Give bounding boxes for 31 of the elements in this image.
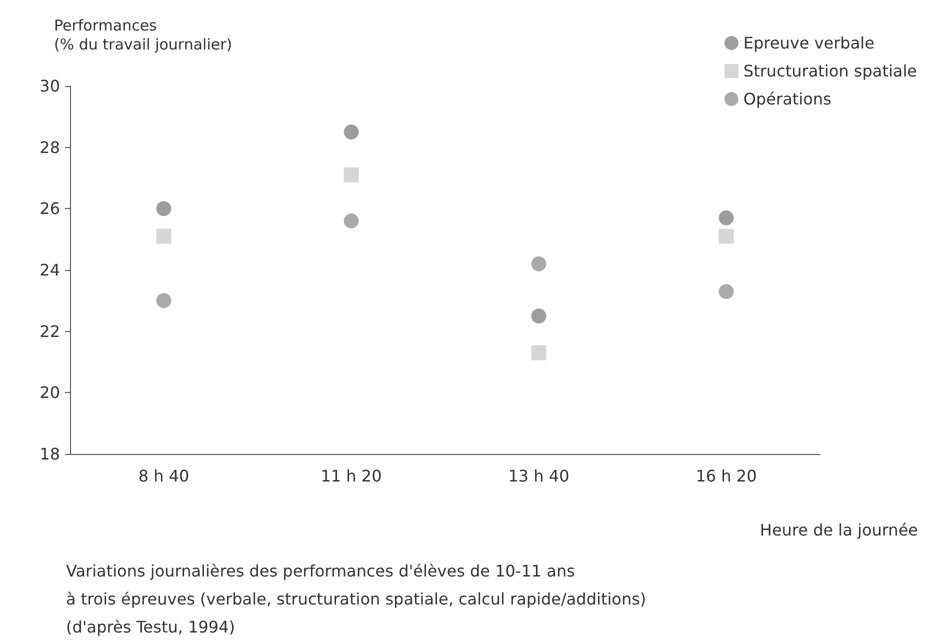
x-tick-label: 11 h 20 [320,466,382,486]
y-axis-title: Performances (% du travail journalier) [54,16,232,54]
point [718,210,734,226]
x-axis-title: Heure de la journée [760,520,918,540]
x-tick-label: 13 h 40 [508,466,570,486]
text: (d'après Testu, 1994) [66,618,236,636]
point [718,228,734,244]
text: Variations journalières des performances d'élèves de 10-11 ans [66,562,575,580]
point [344,213,359,228]
point [344,124,359,140]
legend-label: Opérations [743,90,832,108]
point [156,201,172,216]
y-tick-label: 18 [40,444,60,464]
y-tick-label: 20 [40,383,60,402]
legend-label: Structuration spatiale [743,62,918,80]
y-tick-label: 26 [40,199,60,218]
point [531,256,546,272]
point [718,284,734,299]
y-tick-label: 24 [40,260,60,280]
legend-label: Epreuve verbale [743,34,874,52]
y-tick-label: 22 [40,322,60,341]
point [156,293,172,308]
text: à trois épreuves (verbale, structuration spatiale, calcul rapide/additions) [66,590,646,608]
y-tick-label: 28 [40,138,60,157]
point [344,167,359,182]
y-tick-label: 30 [40,76,60,96]
point [531,345,546,360]
x-tick-label: 8 h 40 [138,466,190,486]
point [531,308,546,324]
x-tick-label: 16 h 20 [696,466,757,486]
point [156,228,172,244]
